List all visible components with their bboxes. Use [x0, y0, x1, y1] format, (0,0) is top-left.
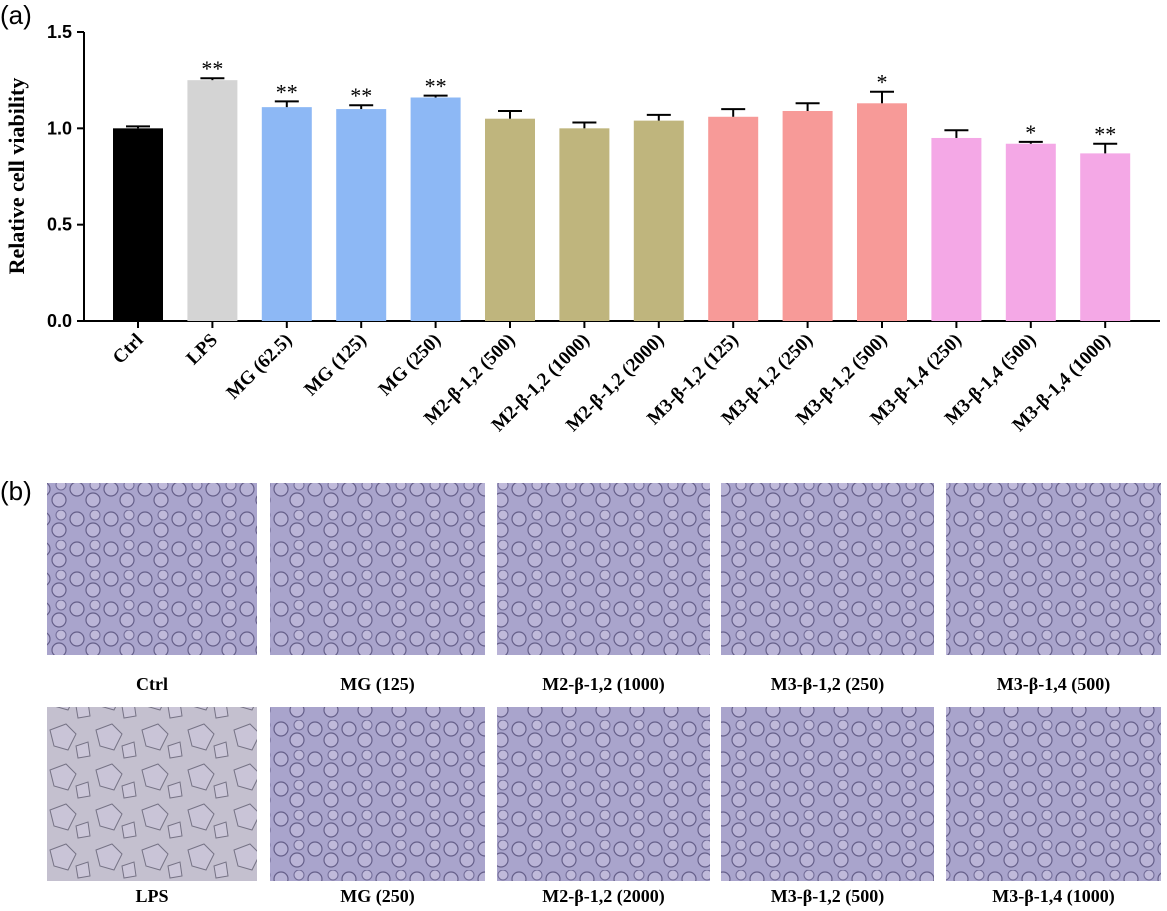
bar — [1080, 153, 1131, 321]
y-axis-title: Relative cell viability — [4, 78, 29, 275]
significance-marker: * — [1025, 120, 1036, 145]
bar — [633, 120, 684, 321]
x-tick-label: MG (125) — [300, 330, 370, 400]
bar — [931, 137, 982, 321]
micrograph-cells — [497, 483, 710, 655]
bar — [187, 80, 238, 322]
significance-marker: ** — [1094, 122, 1116, 147]
micrograph-caption: M3-β-1,2 (500) — [771, 886, 884, 907]
micrograph-cells — [946, 483, 1161, 655]
bar — [708, 116, 759, 321]
x-tick-label: MG (62.5) — [223, 330, 297, 404]
bar — [485, 118, 535, 321]
bar — [336, 109, 387, 321]
micrograph-caption: Ctrl — [136, 674, 168, 694]
micrograph-cells — [47, 707, 257, 881]
bar — [410, 97, 461, 321]
significance-marker: ** — [350, 83, 372, 108]
y-ticks: 0.0 0.5 1.0 1.5 — [47, 22, 84, 331]
bar — [782, 110, 833, 321]
y-tick-label: 0.5 — [47, 215, 72, 235]
micrograph-cells — [270, 707, 485, 881]
bar — [1005, 143, 1056, 321]
micrograph-caption: MG (125) — [340, 674, 414, 695]
micrograph-cells — [497, 707, 710, 881]
y-tick-label: 1.5 — [47, 22, 72, 42]
panel-a-label: (a) — [0, 0, 32, 30]
x-tick-label: Ctrl — [109, 330, 148, 369]
micrograph-cells — [721, 707, 934, 881]
micrograph-caption: M2-β-1,2 (2000) — [542, 886, 664, 907]
micrograph-cells — [946, 707, 1161, 881]
bar — [113, 128, 163, 321]
micrograph-caption: M2-β-1,2 (1000) — [542, 674, 664, 695]
bars: **** ** ** ** ** — [113, 56, 1131, 322]
y-tick-label: 1.0 — [47, 118, 72, 138]
x-tick-label: LPS — [182, 330, 221, 369]
significance-marker: ** — [201, 56, 223, 81]
x-ticks: Ctrl LPS MG (62.5) MG (125) MG (250)M2-β-1,2… — [109, 321, 1115, 436]
micrograph-cells — [721, 483, 934, 655]
bar — [559, 128, 610, 321]
micrograph-caption: LPS — [135, 886, 168, 906]
micrograph-caption: M3-β-1,4 (1000) — [992, 886, 1114, 907]
bar-chart: Relative cell viability 0.00.51.01.5 ***… — [4, 22, 1160, 436]
micrograph-grid: Ctrl MG (125) M2-β-1,2 (1000) M3-β-1,2 (250… — [47, 483, 1161, 907]
micrograph-cells — [47, 483, 257, 655]
y-tick-label: 0.0 — [47, 311, 72, 331]
micrograph-caption: MG (250) — [340, 886, 414, 907]
micrograph-caption: M3-β-1,4 (500) — [997, 674, 1110, 695]
bar — [261, 107, 312, 321]
micrograph-caption: M3-β-1,2 (250) — [771, 674, 884, 695]
significance-marker: * — [877, 70, 888, 95]
x-tick-label: MG (250) — [375, 330, 445, 400]
panel-b-label: (b) — [0, 476, 32, 506]
bar — [857, 103, 907, 321]
significance-marker: ** — [276, 79, 298, 104]
micrograph-cells — [270, 483, 485, 655]
significance-marker: ** — [425, 74, 447, 99]
